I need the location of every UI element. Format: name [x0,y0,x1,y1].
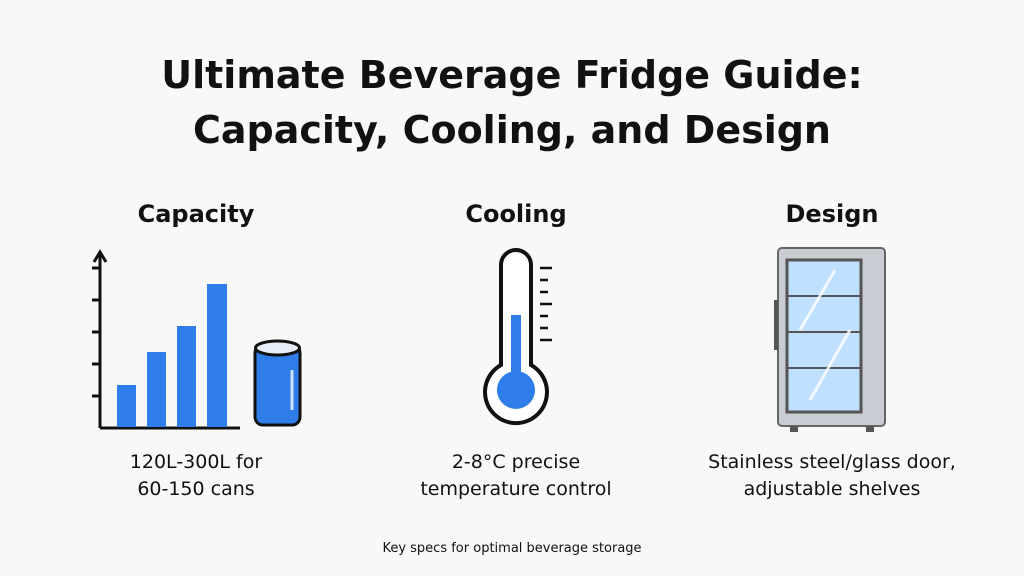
thermometer-icon [483,248,552,426]
can-icon [253,339,302,427]
title-line: Capacity, Cooling, and Design [193,108,831,152]
column-description: adjustable shelves [744,478,921,500]
column-description: 120L-300L for [130,451,263,473]
column-heading: Cooling [465,200,566,228]
column-description: temperature control [420,478,611,500]
footer-caption: Key specs for optimal beverage storage [382,541,641,556]
column-description: 60-150 cans [137,478,254,500]
bar-chart-icon [92,249,240,430]
column-description: Stainless steel/glass door, [708,451,956,473]
fridge-icon [774,247,886,432]
bar-chart-bars [117,284,227,427]
title-line: Ultimate Beverage Fridge Guide: [161,53,862,97]
column-heading: Capacity [138,200,255,228]
column-description: 2-8°C precise [452,451,580,473]
column-heading: Design [786,200,879,228]
